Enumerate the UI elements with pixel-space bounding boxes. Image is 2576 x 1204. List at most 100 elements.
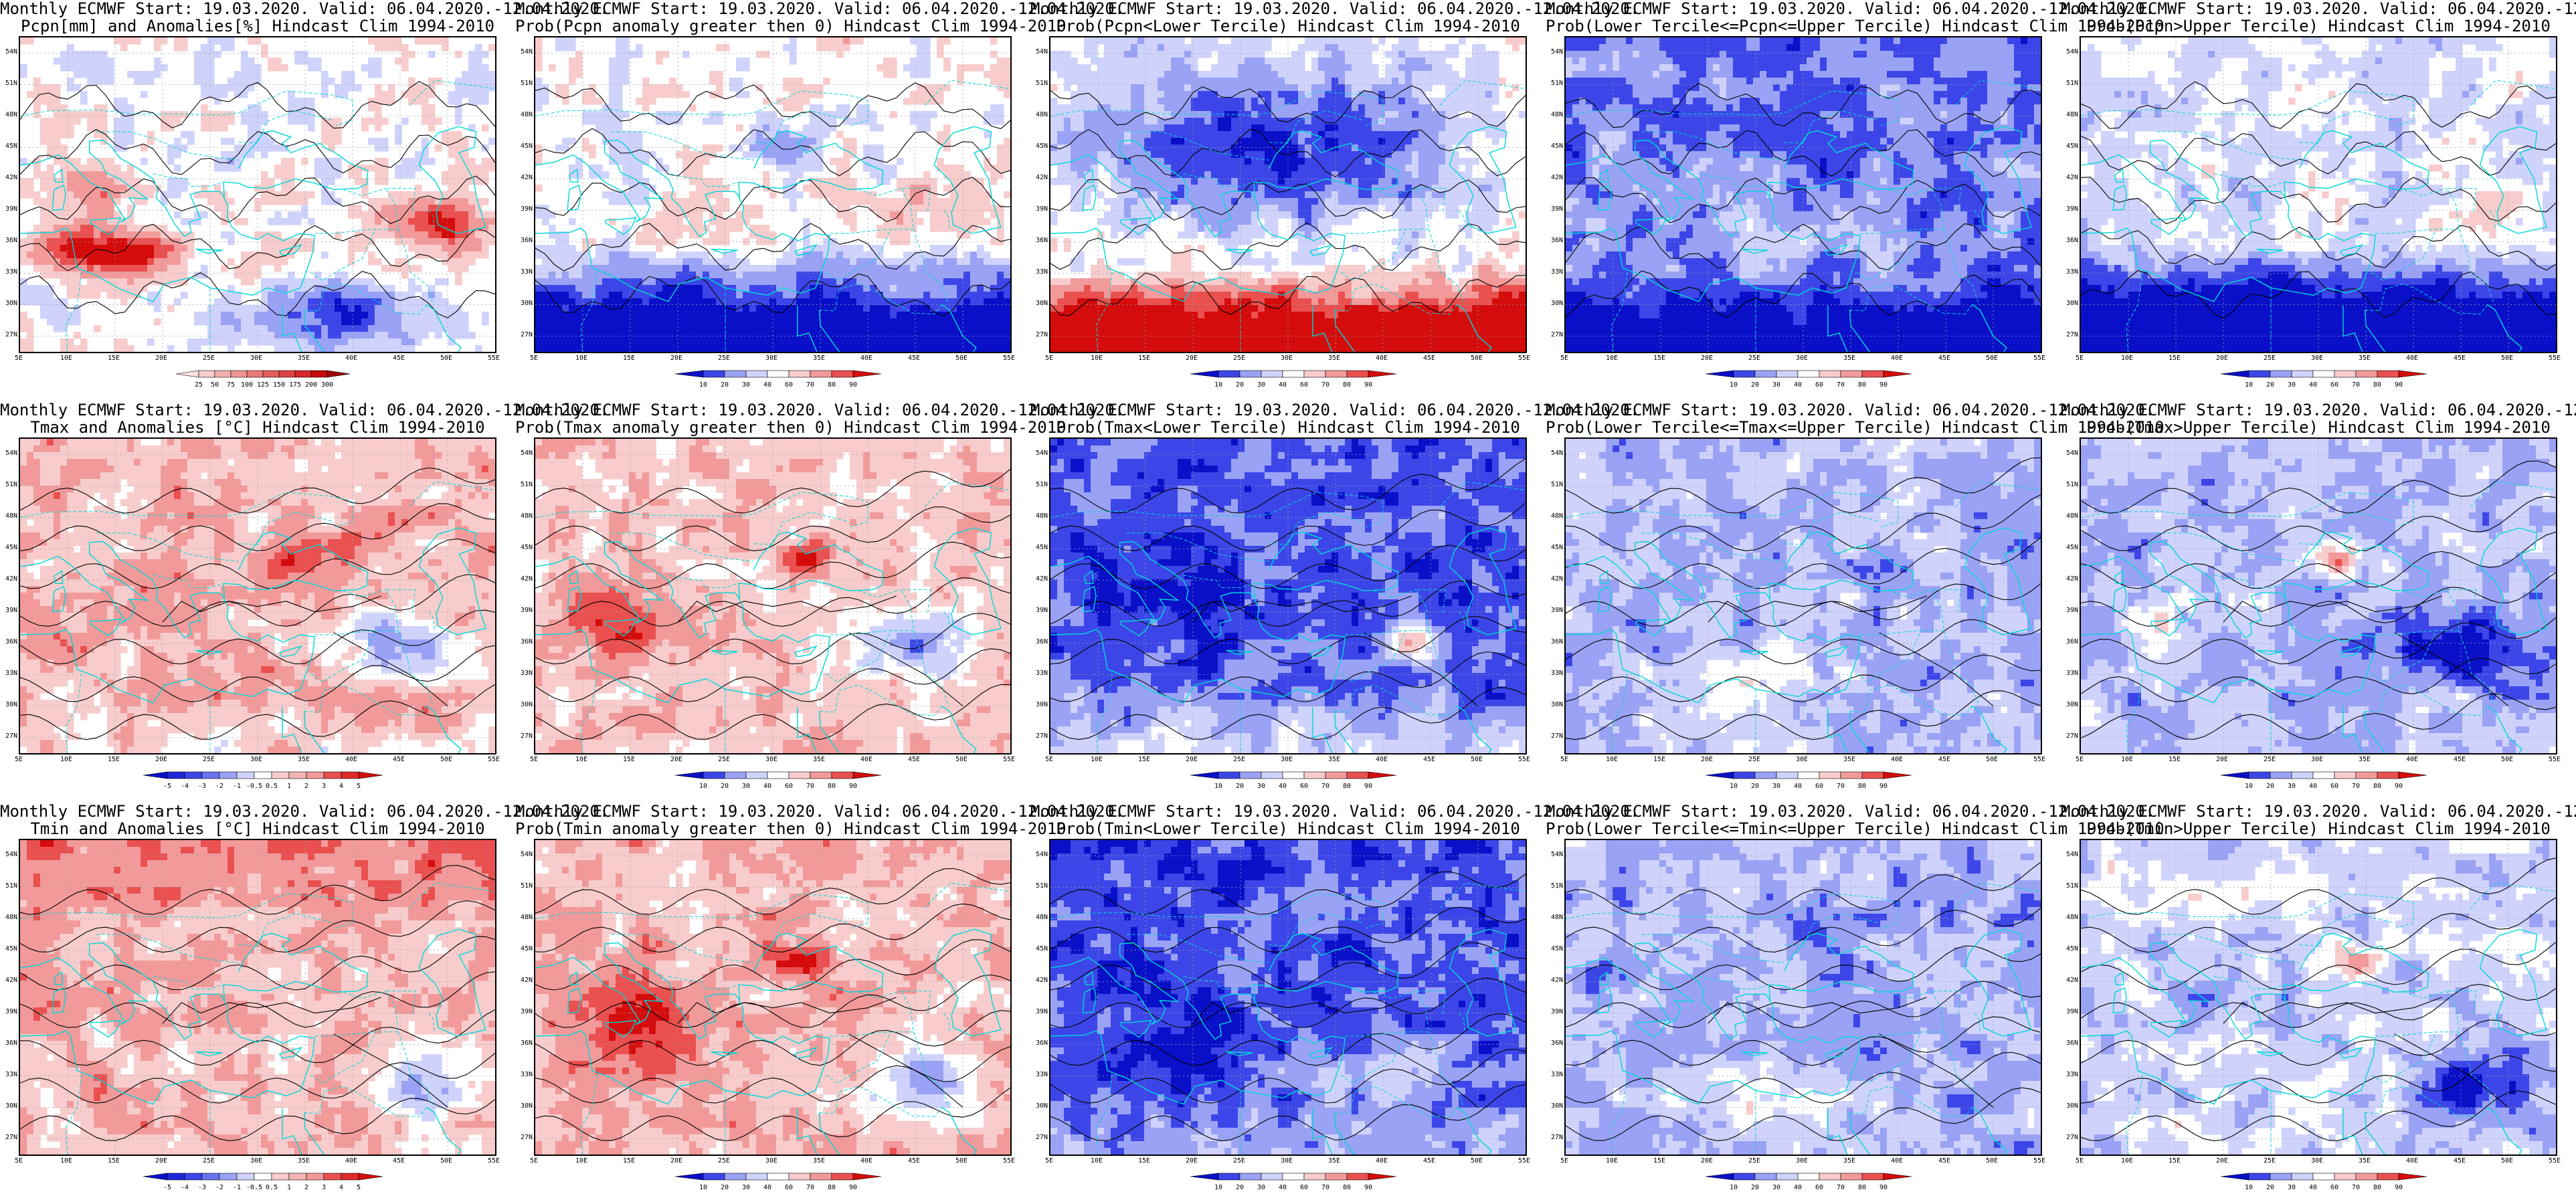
lon-tick-label: 25E <box>195 1157 222 1165</box>
lat-tick-label: 33N <box>515 670 533 677</box>
lat-tick-label: 45N <box>0 142 17 150</box>
lat-tick-label: 51N <box>2061 882 2078 890</box>
lat-tick-label: 42N <box>1546 977 1563 984</box>
colorbar-tick-label: 80 <box>1858 1184 1866 1191</box>
lat-tick-label: 39N <box>1546 205 1563 213</box>
lat-tick-label: 48N <box>2061 111 2078 118</box>
lon-tick-label: 5E <box>5 1157 32 1165</box>
panel-title-line-2: Prob(Pcpn>Upper Tercile) Hindcast Clim 1… <box>2061 17 2576 35</box>
colorbar-tick-label: 3 <box>322 783 326 790</box>
lon-tick-label: 55E <box>2026 1157 2053 1165</box>
lon-tick-label: 40E <box>1883 355 1910 362</box>
lat-tick-label: 51N <box>0 481 17 488</box>
colorbar: -5 -4 -3 -2 -1 -0.5 0.5 1 2 3 4 5 <box>143 771 383 791</box>
colorbar-tick-label: 5 <box>357 783 361 790</box>
lat-tick-label: 36N <box>1030 237 1048 244</box>
map-panel-tmax_mid: Monthly ECMWF Start: 19.03.2020. Valid: … <box>1546 401 2165 803</box>
lat-tick-label: 48N <box>2061 914 2078 921</box>
lon-tick-label: 10E <box>1083 756 1110 763</box>
lat-tick-label: 36N <box>1030 638 1048 645</box>
lon-tick-label: 40E <box>1883 1157 1910 1165</box>
lon-tick-label: 45E <box>901 756 927 763</box>
lon-tick-label: 25E <box>2256 756 2283 763</box>
lon-tick-label: 45E <box>385 756 412 763</box>
lon-tick-label: 25E <box>711 756 737 763</box>
lon-tick-label: 15E <box>100 355 127 362</box>
colorbar: 25 50 75 100 125 150 175 200 300 <box>176 369 350 389</box>
lon-tick-label: 30E <box>1788 1157 1815 1165</box>
colorbar-tick-label: 90 <box>2395 381 2403 389</box>
colorbar-tick-label: 10 <box>1214 783 1222 790</box>
lon-tick-label: 35E <box>806 355 832 362</box>
colorbar-tick-label: 75 <box>227 381 235 389</box>
lon-tick-label: 25E <box>711 1157 737 1165</box>
map-panel-pcpn_lower: Monthly ECMWF Start: 19.03.2020. Valid: … <box>1030 0 1639 401</box>
lon-tick-label: 15E <box>2161 355 2188 362</box>
colorbar: -5 -4 -3 -2 -1 -0.5 0.5 1 2 3 4 5 <box>143 1172 383 1192</box>
lon-tick-label: 30E <box>2304 756 2330 763</box>
lat-tick-label: 33N <box>2061 670 2078 677</box>
coastlines <box>1566 126 2032 352</box>
lat-tick-label: 33N <box>2061 268 2078 276</box>
colorbar-tick-label: 30 <box>1257 381 1265 389</box>
panel-title-line-1: Monthly ECMWF Start: 19.03.2020. Valid: … <box>1030 803 1639 820</box>
colorbar-tick-label: 30 <box>2288 1184 2296 1191</box>
colorbar-tick-label: 40 <box>2309 783 2317 790</box>
lon-tick-label: 5E <box>2066 756 2093 763</box>
lon-tick-label: 40E <box>338 1157 365 1165</box>
lon-tick-label: 45E <box>1416 1157 1443 1165</box>
colorbar-tick-label: 90 <box>849 783 857 790</box>
panel-title-line-2: Prob(Tmin anomaly greater then 0) Hindca… <box>515 820 1067 837</box>
colorbar: 10 20 30 40 60 70 80 90 <box>1190 771 1396 791</box>
lat-tick-label: 54N <box>1546 851 1563 858</box>
lon-tick-label: 15E <box>100 756 127 763</box>
colorbar-tick-label: 60 <box>1815 381 1823 389</box>
country-borders <box>1566 80 2041 352</box>
colorbar-tick-label: 40 <box>1794 783 1802 790</box>
lon-tick-label: 35E <box>1321 756 1348 763</box>
lat-tick-label: 54N <box>0 449 17 457</box>
colorbar-tick-label: 10 <box>699 381 707 389</box>
lon-tick-label: 30E <box>1788 756 1815 763</box>
map-panel-pcpn_gt0: Monthly ECMWF Start: 19.03.2020. Valid: … <box>515 0 1124 401</box>
lat-tick-label: 30N <box>515 1102 533 1110</box>
colorbar-tick-label: 60 <box>1300 381 1308 389</box>
colorbar-tick-label: 60 <box>2330 783 2338 790</box>
lon-tick-label: 25E <box>195 756 222 763</box>
lat-tick-label: 33N <box>1546 268 1563 276</box>
panel-title: Monthly ECMWF Start: 19.03.2020. Valid: … <box>1030 401 1639 436</box>
lat-tick-label: 27N <box>1546 1134 1563 1141</box>
lon-tick-label: 35E <box>290 756 317 763</box>
colorbar-tick-label: 40 <box>1279 381 1287 389</box>
lon-tick-label: 5E <box>521 355 547 362</box>
lon-tick-label: 10E <box>53 1157 80 1165</box>
lat-tick-label: 48N <box>1546 111 1563 118</box>
colorbar-tick-label: 10 <box>1730 1184 1738 1191</box>
panel-title-line-2: Prob(Tmax<Lower Tercile) Hindcast Clim 1… <box>1030 419 1546 436</box>
shaded-field <box>20 37 495 352</box>
lat-tick-label: 36N <box>515 638 533 645</box>
lat-tick-label: 30N <box>2061 701 2078 708</box>
colorbar-tick-label: 150 <box>273 381 285 389</box>
colorbar-tick-label: 70 <box>2352 783 2360 790</box>
lat-tick-label: 27N <box>515 331 533 338</box>
lon-tick-label: 55E <box>480 756 507 763</box>
lat-tick-label: 48N <box>515 914 533 921</box>
lat-tick-label: 48N <box>0 512 17 520</box>
map-panel-tmax_anom: Monthly ECMWF Start: 19.03.2020. Valid: … <box>0 401 609 803</box>
lon-tick-label: 20E <box>2209 1157 2235 1165</box>
colorbar-tick-label: 40 <box>2309 1184 2317 1191</box>
colorbar: 10 20 30 40 60 70 80 90 <box>1706 1172 1912 1192</box>
lon-tick-label: 25E <box>1741 1157 1768 1165</box>
lon-tick-label: 15E <box>1131 756 1158 763</box>
map-area <box>19 839 496 1156</box>
colorbar-tick-label: 1 <box>287 783 291 790</box>
climatology-contours <box>535 82 1010 317</box>
country-borders <box>20 882 495 1155</box>
lon-tick-label: 20E <box>1693 756 1720 763</box>
lon-tick-label: 5E <box>5 756 32 763</box>
lat-tick-label: 33N <box>1030 268 1048 276</box>
panel-title-line-2: Tmax and Anomalies [°C] Hindcast Clim 19… <box>0 419 515 436</box>
colorbar-tick-label: 10 <box>2245 783 2253 790</box>
panel-title: Monthly ECMWF Start: 19.03.2020. Valid: … <box>1546 0 2165 35</box>
